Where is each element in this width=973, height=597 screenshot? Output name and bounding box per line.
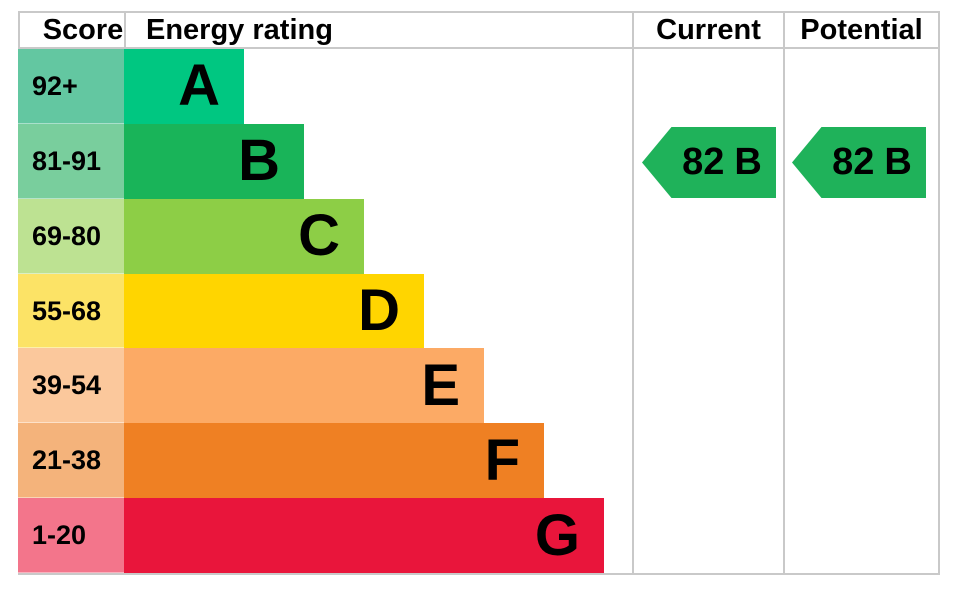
band-row-a: 92+ A (18, 49, 632, 124)
current-rating-score: 82 (682, 141, 725, 183)
score-column-header: Score (42, 13, 124, 46)
energy-rating-column-header: Energy rating (146, 13, 333, 46)
score-range-label: 1-20 (18, 498, 124, 574)
band-bar-d: D (124, 273, 424, 349)
current-column-header: Current (656, 13, 761, 46)
table-top-border (18, 11, 940, 13)
table-bottom-border (18, 573, 940, 575)
epc-rows: 92+ A 81-91 B 69-80 C 55-68 D 39-54 E 21-38 F 1-20 G (18, 49, 632, 574)
potential-column-divider (783, 11, 785, 575)
band-row-f: 21-38 F (18, 423, 632, 499)
potential-column-header: Potential (800, 13, 923, 46)
band-row-d: 55-68 D (18, 273, 632, 349)
band-row-e: 39-54 E (18, 348, 632, 424)
epc-rating-chart: Score Energy rating Current Potential 92… (18, 11, 940, 575)
score-column-divider (124, 11, 126, 49)
potential-rating-score: 82 (832, 141, 875, 183)
band-bar-g: G (124, 498, 604, 574)
score-range-label: 39-54 (18, 348, 124, 424)
band-bar-f: F (124, 423, 544, 499)
score-range-label: 81-91 (18, 123, 124, 199)
potential-rating-band: B (884, 141, 912, 183)
band-row-c: 69-80 C (18, 198, 632, 274)
score-range-label: 21-38 (18, 423, 124, 499)
band-row-g: 1-20 G (18, 498, 632, 574)
current-rating-arrow: 82 B (642, 127, 776, 198)
score-range-label: 92+ (18, 49, 124, 124)
header-bottom-border (18, 47, 940, 49)
table-right-border (938, 11, 940, 575)
band-bar-b: B (124, 123, 304, 199)
current-column-divider (632, 11, 634, 575)
band-bar-e: E (124, 348, 484, 424)
potential-rating-arrow: 82 B (792, 127, 926, 198)
score-range-label: 55-68 (18, 273, 124, 349)
band-bar-a: A (124, 49, 244, 124)
band-row-b: 81-91 B (18, 123, 632, 199)
table-left-border (18, 11, 20, 49)
band-bar-c: C (124, 198, 364, 274)
score-range-label: 69-80 (18, 198, 124, 274)
current-rating-band: B (734, 141, 762, 183)
